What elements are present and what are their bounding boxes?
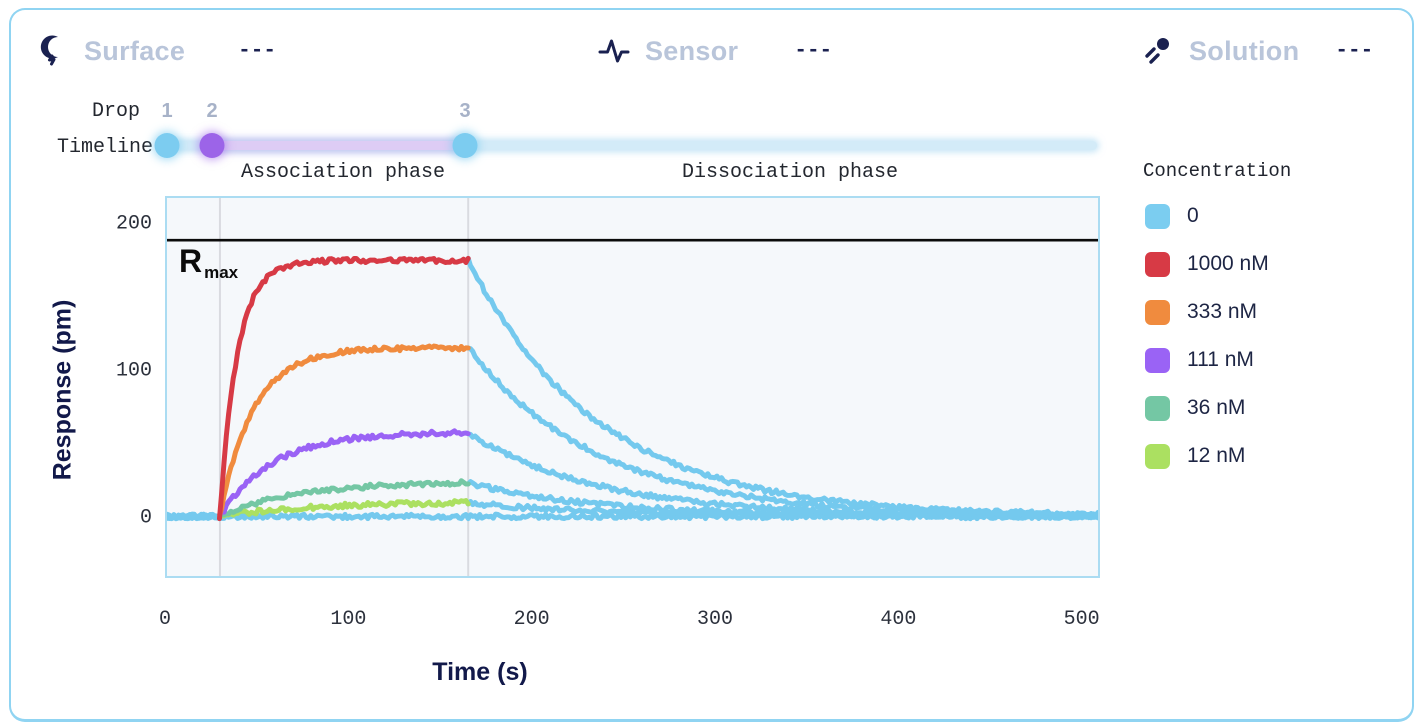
solution-value: --- <box>1335 39 1374 63</box>
legend-swatch <box>1145 347 1170 373</box>
rmax-label-sub: max <box>204 263 239 282</box>
timeline-row-label: Timeline <box>57 136 154 159</box>
y-tick-label: 0 <box>139 506 152 530</box>
x-axis-title: Time (s) <box>432 658 528 686</box>
legend-label: 36 nM <box>1187 396 1246 419</box>
trace-association-12-nM <box>216 498 471 520</box>
x-tick-label: 400 <box>880 608 917 631</box>
header-item-sensor: Sensor --- <box>597 33 832 69</box>
legend-item-111-nM[interactable]: 111 nM <box>1145 346 1269 374</box>
legend-label: 0 <box>1187 204 1199 227</box>
drop-number-3: 3 <box>459 100 471 122</box>
sensor-label: Sensor <box>645 35 739 66</box>
legend-label: 333 nM <box>1187 300 1258 323</box>
dissociation-phase-label: Dissociation phase <box>681 161 899 184</box>
timeline-dot-1[interactable] <box>154 133 180 158</box>
trace-association-111-nM <box>216 428 471 518</box>
trace-dissociation-111-nM <box>465 431 1101 521</box>
legend-item-36-nM[interactable]: 36 nM <box>1145 394 1269 422</box>
legend-swatch <box>1145 395 1170 421</box>
legend-title: Concentration <box>1143 160 1292 182</box>
x-tick-label: 200 <box>513 608 550 631</box>
timeline-association-segment <box>212 141 465 150</box>
legend-swatch <box>1145 299 1170 325</box>
solution-icon <box>1141 34 1175 68</box>
drop-number-2: 2 <box>206 100 218 122</box>
legend-item-12-nM[interactable]: 12 nM <box>1145 442 1269 470</box>
trace-dissociation-1000-nM <box>465 255 1101 519</box>
legend-item-333-nM[interactable]: 333 nM <box>1145 298 1269 326</box>
legend-swatch <box>1145 251 1170 277</box>
trace-association-36-nM <box>216 478 471 519</box>
legend: 0 1000 nM 333 nM 111 nM 36 nM 12 nM <box>1145 202 1269 490</box>
trace-dissociation-12-nM <box>465 499 1101 521</box>
legend-swatch <box>1145 203 1170 229</box>
legend-label: 1000 nM <box>1187 252 1269 275</box>
legend-label: 111 nM <box>1187 348 1254 371</box>
surface-value: --- <box>238 39 276 63</box>
solution-label: Solution <box>1189 35 1300 66</box>
y-tick-label: 200 <box>115 212 152 236</box>
association-phase-label: Association phase <box>240 161 446 184</box>
sensorgram-chart <box>164 198 1101 576</box>
timeline-dot-3[interactable] <box>452 133 478 158</box>
x-tick-label: 500 <box>1063 608 1100 631</box>
y-axis-title: Response (pm) <box>48 299 77 481</box>
drop-number-1: 1 <box>161 100 173 122</box>
plot-area[interactable] <box>164 196 1101 578</box>
y-tick-label: 100 <box>115 359 152 383</box>
legend-swatch <box>1145 443 1170 469</box>
trace-association-333-nM <box>216 343 471 519</box>
x-tick-label: 100 <box>330 608 367 631</box>
sensor-value: --- <box>794 39 833 63</box>
timeline-track[interactable] <box>163 141 1097 150</box>
legend-item-0[interactable]: 0 <box>1145 202 1269 230</box>
drop-row-label: Drop <box>92 100 141 123</box>
surface-label: Surface <box>84 35 186 66</box>
trace-baseline-1000-nM <box>164 512 222 522</box>
x-tick-label: 300 <box>696 608 734 631</box>
header-item-solution: Solution --- <box>1141 33 1373 69</box>
surface-icon <box>36 34 70 68</box>
trace-association-1000-nM <box>216 255 471 522</box>
x-tick-label: 0 <box>158 608 172 631</box>
legend-item-1000-nM[interactable]: 1000 nM <box>1145 250 1269 278</box>
header-item-surface: Surface --- <box>36 33 276 69</box>
legend-label: 12 nM <box>1187 444 1246 467</box>
rmax-label-main: R <box>179 243 203 279</box>
sensor-icon <box>597 34 631 68</box>
timeline-dot-2[interactable] <box>199 133 225 158</box>
